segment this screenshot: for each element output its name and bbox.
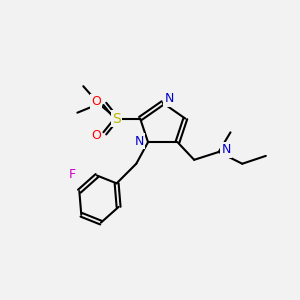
Text: F: F (68, 168, 75, 181)
Text: S: S (112, 112, 121, 126)
Text: N: N (222, 143, 231, 157)
Text: N: N (165, 92, 174, 106)
Text: N: N (135, 135, 144, 148)
Text: O: O (91, 129, 101, 142)
Text: O: O (91, 95, 101, 108)
